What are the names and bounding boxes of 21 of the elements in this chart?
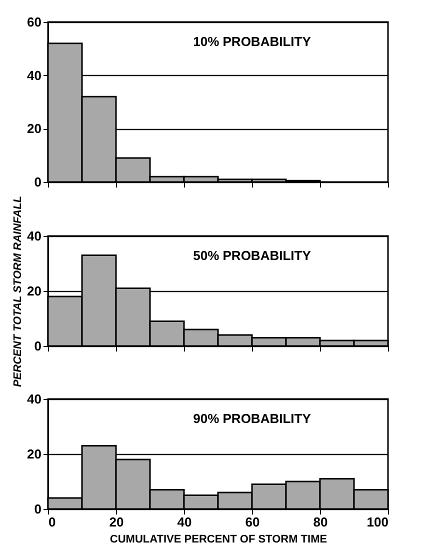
y-tick-label: 40 [27, 68, 42, 83]
y-tick-label: 40 [27, 392, 42, 406]
y-tick-label: 0 [34, 174, 42, 190]
annotation: 50% PROBABILITY [193, 248, 312, 263]
x-tick-label: 100 [366, 514, 388, 530]
x-tick-label: 80 [313, 514, 328, 530]
annotation: 10% PROBABILITY [193, 34, 312, 49]
x-tick-label: 20 [109, 514, 124, 530]
y-tick-label: 20 [27, 284, 42, 298]
annotation: 90% PROBABILITY [193, 411, 312, 426]
x-tick-label: 40 [177, 514, 192, 530]
y-tick-label: 20 [27, 446, 42, 462]
y-tick-label: 0 [34, 502, 42, 516]
y-tick-label: 20 [27, 121, 42, 136]
y-tick-label: 0 [34, 338, 42, 354]
x-tick-label: 0 [48, 514, 56, 530]
y-tick-label: 40 [27, 228, 42, 244]
x-axis-title: CUMULATIVE PERCENT OF STORM TIME [110, 534, 328, 546]
y-tick-label: 60 [27, 14, 42, 30]
y-axis-title: PERCENT TOTAL STORM RAINFALL [12, 196, 24, 388]
x-tick-label: 60 [245, 514, 260, 530]
